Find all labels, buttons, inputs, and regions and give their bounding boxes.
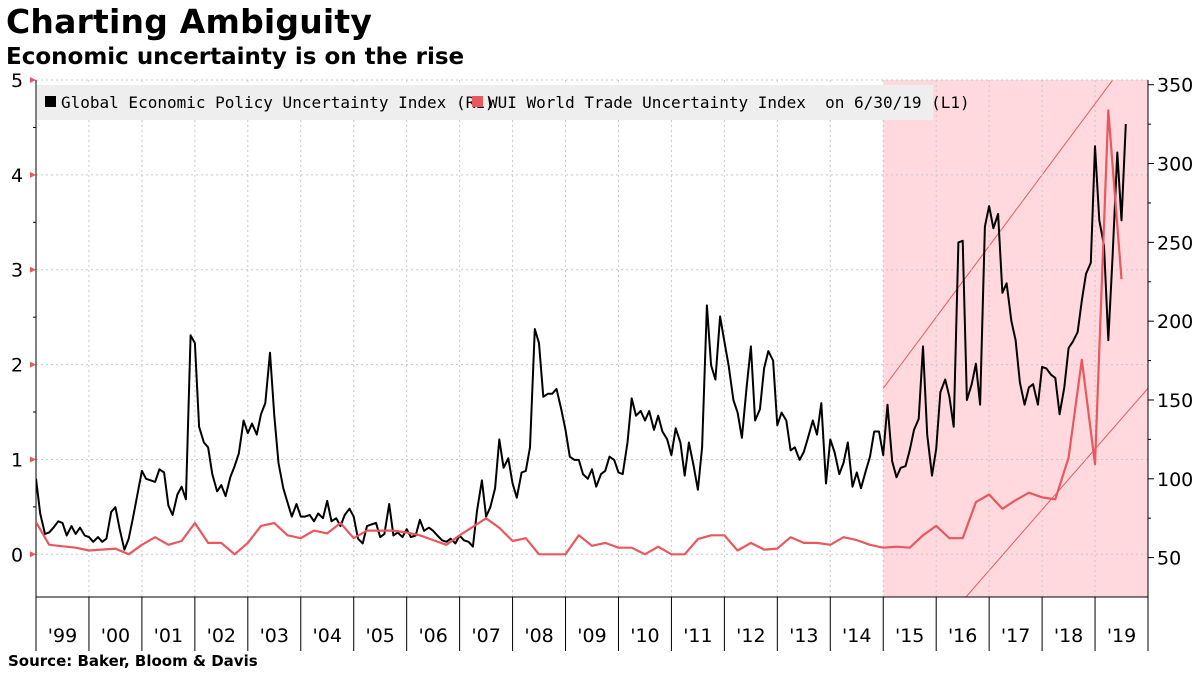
x-axis-tick-label: '04 <box>313 625 342 647</box>
x-axis-tick-label: '02 <box>207 625 236 647</box>
left-tick-marker <box>30 456 36 463</box>
legend: Global Economic Policy Uncertainty Index… <box>37 85 970 120</box>
left-axis-tick-label: 1 <box>11 449 23 471</box>
x-axis-tick-label: '06 <box>418 625 447 647</box>
legend-swatch-epu <box>45 96 56 107</box>
legend-label-wui: WUI World Trade Uncertainty Index on 6/3… <box>488 93 970 112</box>
left-tick-marker <box>30 77 36 83</box>
axes: 0 1 2 3 4 5 50 100 150 200 250 300 350 '99 '00 '01 '02 '0… <box>11 70 1193 651</box>
series-line-epu <box>36 124 1127 551</box>
left-tick-marker <box>30 171 36 178</box>
right-axis-tick-label: 250 <box>1157 232 1193 254</box>
chart-title: Charting Ambiguity <box>6 2 373 41</box>
x-axis-tick-label: '13 <box>789 625 818 647</box>
x-axis-tick-label: '00 <box>101 625 130 647</box>
x-axis-tick-label: '08 <box>524 625 553 647</box>
left-tick-marker <box>30 361 36 368</box>
left-axis-tick-label: 2 <box>11 355 23 377</box>
legend-label-epu: Global Economic Policy Uncertainty Index… <box>61 93 494 112</box>
x-axis-tick-label: '18 <box>1054 625 1083 647</box>
chart-subtitle: Economic uncertainty is on the rise <box>6 44 465 70</box>
left-axis-tick-label: 5 <box>11 70 23 92</box>
left-tick-marker <box>30 266 36 273</box>
left-axis-tick-label: 3 <box>11 260 23 282</box>
series-lines <box>36 109 1127 556</box>
x-axis-tick-label: '07 <box>471 625 500 647</box>
upper-trend-line <box>882 80 1114 389</box>
x-axis-tick-label: '16 <box>948 625 977 647</box>
right-axis-tick-label: 50 <box>1157 548 1181 570</box>
x-axis-tick-label: '12 <box>736 625 765 647</box>
x-axis-tick-label: '11 <box>683 625 712 647</box>
x-axis-tick-label: '99 <box>48 625 77 647</box>
right-axis-tick-label: 150 <box>1157 390 1193 412</box>
x-axis-tick-label: '09 <box>577 625 606 647</box>
grid-lines <box>36 79 1148 597</box>
x-axis-tick-label: '10 <box>630 625 659 647</box>
left-axis-tick-label: 0 <box>11 544 23 566</box>
x-axis-tick-label: '03 <box>260 625 289 647</box>
right-axis-tick-label: 350 <box>1157 75 1193 97</box>
series-line-wui <box>36 109 1123 556</box>
right-axis-tick-label: 100 <box>1157 469 1193 491</box>
x-axis-tick-label: '15 <box>895 625 924 647</box>
right-axis-tick-label: 300 <box>1157 154 1193 176</box>
right-axis-tick-label: 200 <box>1157 311 1193 333</box>
x-axis-tick-label: '17 <box>1001 625 1030 647</box>
x-axis-tick-label: '01 <box>154 625 183 647</box>
left-tick-marker <box>30 551 36 558</box>
x-axis-tick-label: '05 <box>365 625 394 647</box>
x-axis-tick-label: '14 <box>842 625 871 647</box>
legend-background <box>37 85 933 120</box>
lower-trend-line <box>965 387 1148 597</box>
x-axis-tick-label: '19 <box>1107 625 1136 647</box>
legend-swatch-wui <box>472 96 483 107</box>
source-note: Source: Baker, Bloom & Davis <box>8 652 258 670</box>
left-axis-tick-label: 4 <box>11 165 23 187</box>
